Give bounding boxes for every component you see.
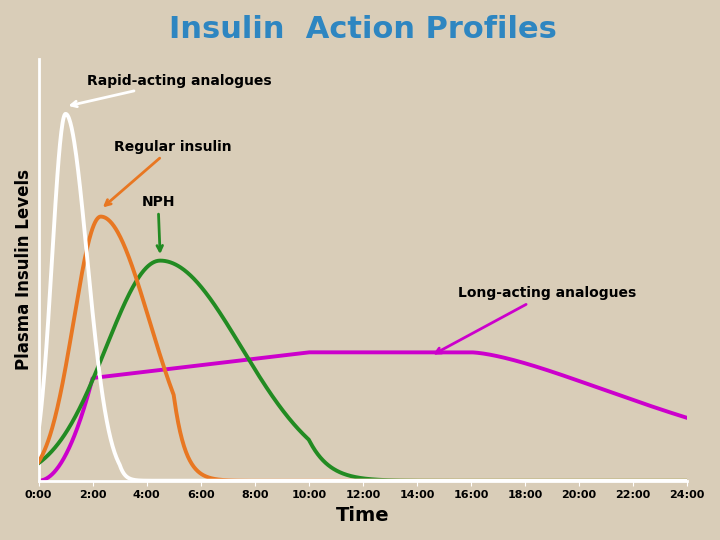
Text: Regular insulin: Regular insulin	[105, 139, 232, 205]
Title: Insulin  Action Profiles: Insulin Action Profiles	[169, 15, 557, 44]
Text: Long-acting analogues: Long-acting analogues	[436, 286, 636, 353]
Text: Rapid-acting analogues: Rapid-acting analogues	[71, 73, 272, 107]
Y-axis label: Plasma Insulin Levels: Plasma Insulin Levels	[15, 169, 33, 370]
Text: NPH: NPH	[141, 194, 175, 251]
X-axis label: Time: Time	[336, 506, 390, 525]
